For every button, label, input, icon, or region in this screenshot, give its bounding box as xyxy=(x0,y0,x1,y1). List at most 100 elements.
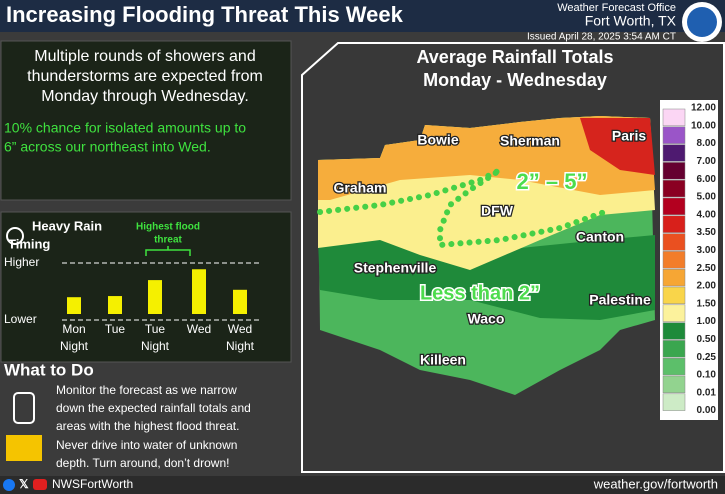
legend-swatch xyxy=(662,215,686,233)
city: Waco xyxy=(468,311,505,327)
city: Bowie xyxy=(417,132,458,148)
highlight-line: 10% chance for isolated amounts up to xyxy=(4,120,246,136)
legend-label: 8.00 xyxy=(697,138,717,149)
annotation-bracket xyxy=(145,246,191,256)
legend-swatch xyxy=(662,162,686,180)
location: Fort Worth, TX xyxy=(585,13,677,29)
todo-title: What to Do xyxy=(4,360,94,379)
title-bar xyxy=(0,0,725,32)
legend-swatch xyxy=(662,286,686,305)
sign-icon xyxy=(6,435,42,461)
region-dark-green xyxy=(318,232,655,320)
region-red xyxy=(580,118,655,175)
title: Increasing Flooding Threat This Week xyxy=(6,2,404,27)
legend-label: 7.00 xyxy=(697,156,717,167)
handle: NWSFortWorth xyxy=(52,477,133,491)
legend-swatch xyxy=(662,108,686,127)
todo-line: depth. Turn around, don’t drown! xyxy=(56,456,229,470)
timing-title: Heavy Rain xyxy=(32,218,102,233)
x-tick-label: Night xyxy=(60,339,89,353)
legend-swatch xyxy=(662,179,686,198)
youtube-icon xyxy=(33,479,47,490)
legend-label: 6.00 xyxy=(697,174,717,185)
x-tick-label: Tue xyxy=(145,322,166,336)
legend-swatch xyxy=(662,304,686,322)
url: weather.gov/fortworth xyxy=(593,476,718,491)
issued: Issued April 28, 2025 3:54 AM CT xyxy=(527,32,676,43)
summary-line: Monday through Wednesday. xyxy=(41,88,249,105)
todo-line: down the expected rainfall totals and xyxy=(56,401,251,415)
bar xyxy=(192,269,206,314)
legend-label: 0.10 xyxy=(697,370,717,381)
facebook-icon xyxy=(3,479,15,491)
annotation: Highest flood xyxy=(136,222,200,233)
threat-outline xyxy=(317,167,613,249)
legend-label: 1.00 xyxy=(697,316,717,327)
summary-line: thunderstorms are expected from xyxy=(27,68,263,85)
x-tick-label: Tue xyxy=(105,322,126,336)
range-label: Less than 2” xyxy=(420,282,540,304)
x-icon: 𝕏 xyxy=(19,477,29,491)
x-tick-label: Wed xyxy=(187,322,211,336)
timing-title: Timing xyxy=(8,236,50,251)
legend-swatch xyxy=(662,144,686,162)
legend-swatch xyxy=(662,251,686,269)
legend-swatch xyxy=(662,233,686,251)
legend-swatch xyxy=(662,393,686,411)
legend-label: 10.00 xyxy=(691,120,716,131)
timing-panel xyxy=(0,211,292,363)
legend-swatch xyxy=(662,322,686,340)
legend-label: 3.00 xyxy=(697,245,717,256)
city: Canton xyxy=(576,229,624,245)
summary-line: Multiple rounds of showers and xyxy=(34,48,255,65)
legend-swatch xyxy=(662,268,686,287)
legend-label: 4.00 xyxy=(697,209,717,220)
x-tick-label: Night xyxy=(141,339,170,353)
legend-label: 2.00 xyxy=(697,281,717,292)
x-tick-label: Wed xyxy=(228,322,252,336)
city: Paris xyxy=(612,128,646,144)
legend-swatch xyxy=(662,197,686,216)
legend-label: 0.00 xyxy=(697,405,717,416)
legend-label: 0.50 xyxy=(697,334,717,345)
annotation: threat xyxy=(154,235,182,246)
legend-swatch xyxy=(662,126,686,144)
legend-label: 3.50 xyxy=(697,227,717,238)
city: DFW xyxy=(481,203,514,219)
phone-icon xyxy=(13,392,35,424)
legend-label: 5.00 xyxy=(697,192,717,203)
legend-swatch xyxy=(662,375,686,394)
map-title: Average Rainfall Totals xyxy=(416,47,613,67)
todo-line: areas with the highest flood threat. xyxy=(56,419,239,433)
city: Killeen xyxy=(420,352,466,368)
legend-label: 2.50 xyxy=(697,263,717,274)
legend-label: 0.25 xyxy=(697,352,717,363)
bar xyxy=(108,296,122,314)
x-tick-label: Night xyxy=(226,339,255,353)
todo-line: Monitor the forecast as we narrow xyxy=(56,383,237,397)
legend-swatch xyxy=(662,357,686,376)
bar xyxy=(148,280,162,314)
legend-label: 0.01 xyxy=(697,387,717,398)
city: Sherman xyxy=(500,133,560,149)
clock-icon xyxy=(6,227,24,245)
todo-line: Never drive into water of unknown xyxy=(56,438,237,452)
city: Stephenville xyxy=(354,260,437,276)
city: Graham xyxy=(334,180,387,196)
legend-items: 12.00 10.00 8.00 7.00 6.00 5.00 4.00 3.50 3.00 2.… xyxy=(662,103,717,416)
x-tick-label: Mon xyxy=(62,322,85,336)
highlight-line: 6” across our northeast into Wed. xyxy=(4,139,211,155)
logo-inner xyxy=(687,7,717,37)
legend-label: 12.00 xyxy=(691,103,716,114)
timing-chart: Higher Lower Mon Night Tue Tue Night Wed Wed Nigh… xyxy=(4,255,260,353)
footer xyxy=(0,476,725,494)
city: Palestine xyxy=(589,292,651,308)
region-orange xyxy=(318,116,655,200)
map-subtitle: Monday - Wednesday xyxy=(423,70,607,90)
summary-panel xyxy=(0,40,292,201)
y-tick-label: Lower xyxy=(4,312,37,326)
range-label: 2” – 5” xyxy=(517,169,588,194)
bar xyxy=(67,297,81,314)
y-tick-label: Higher xyxy=(4,255,39,269)
